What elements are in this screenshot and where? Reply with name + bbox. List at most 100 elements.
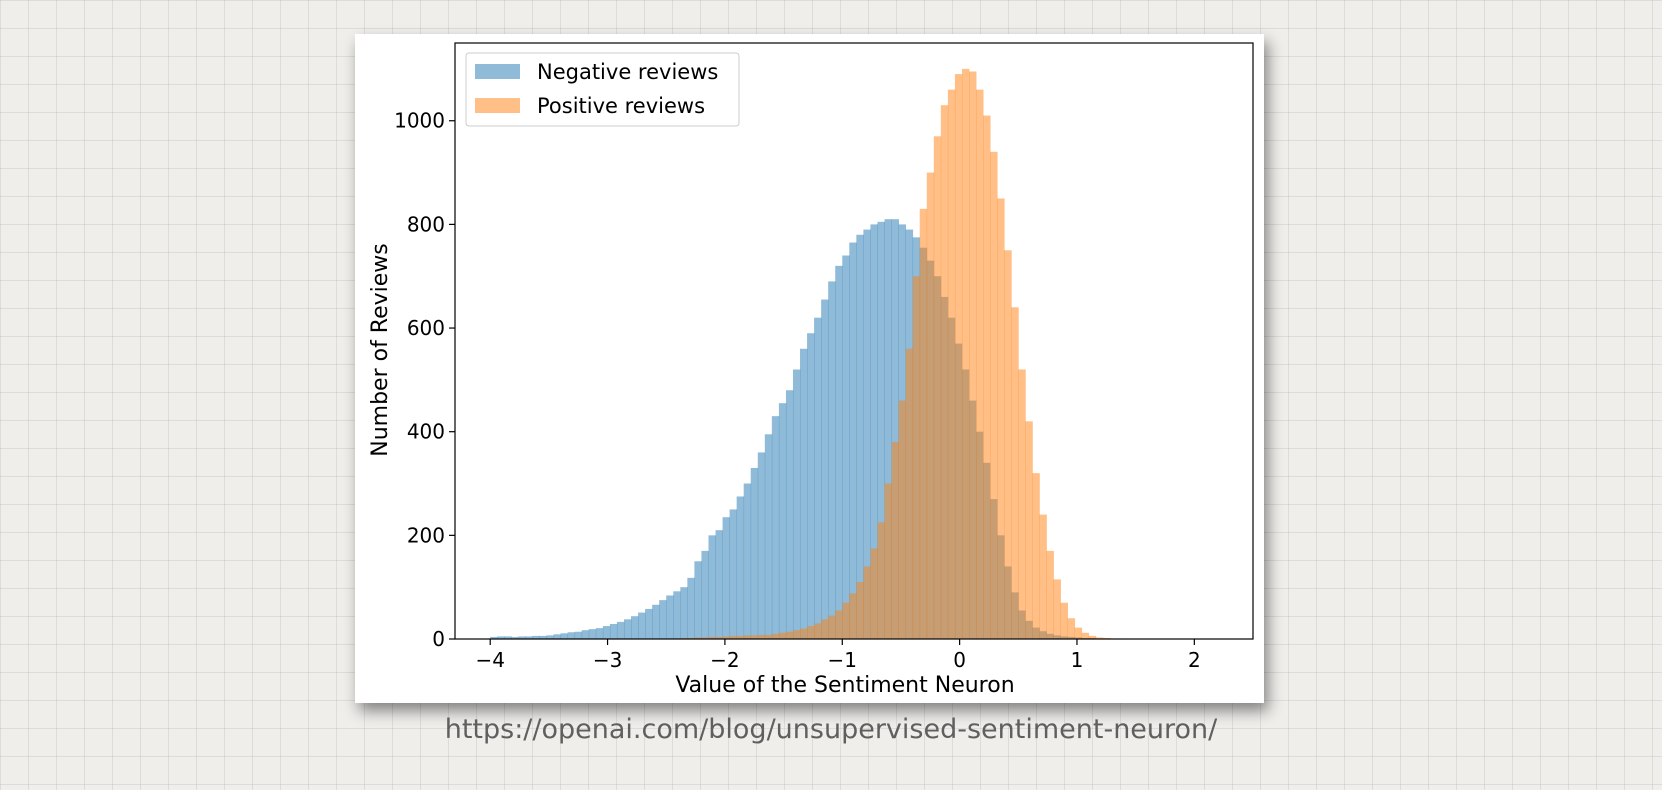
bar-positive xyxy=(701,637,709,639)
bar-negative xyxy=(567,632,576,639)
bar-positive xyxy=(990,151,998,639)
bar-negative xyxy=(638,612,646,639)
bar-positive xyxy=(814,623,822,639)
bar-positive xyxy=(1025,421,1033,639)
y-tick-label: 1000 xyxy=(394,109,445,133)
bar-negative xyxy=(891,219,899,640)
legend: Negative reviews Positive reviews xyxy=(465,52,740,127)
x-tick-label: 0 xyxy=(953,648,966,672)
bar-negative xyxy=(609,623,618,639)
bar-negative xyxy=(771,416,780,639)
bar-negative xyxy=(722,517,731,639)
bar-negative xyxy=(645,608,653,639)
bar-negative xyxy=(616,621,625,639)
bar-positive xyxy=(983,115,991,639)
bar-positive xyxy=(807,626,815,639)
legend-label-negative: Negative reviews xyxy=(537,60,718,84)
bar-positive xyxy=(722,636,731,639)
bar-positive xyxy=(947,89,956,639)
bar-positive xyxy=(1004,250,1012,639)
bar-negative xyxy=(715,530,723,639)
bar-positive xyxy=(729,635,738,639)
bar-positive xyxy=(1018,369,1026,639)
x-axis-title: Value of the Sentiment Neuron xyxy=(675,673,1014,698)
legend-box xyxy=(465,52,740,127)
x-tick-label: 2 xyxy=(1188,648,1201,672)
bar-positive xyxy=(821,619,829,639)
bar-positive xyxy=(1095,637,1104,639)
bar-negative xyxy=(701,550,709,639)
y-tick-label: 200 xyxy=(407,523,445,547)
bar-negative xyxy=(560,633,569,639)
bar-positive xyxy=(891,442,899,639)
bar-positive xyxy=(778,632,787,639)
legend-swatch-negative xyxy=(475,64,520,79)
x-tick-label: −2 xyxy=(710,648,739,672)
bar-negative xyxy=(764,434,773,639)
bar-negative xyxy=(539,635,547,639)
bar-positive xyxy=(1081,632,1090,639)
bar-negative xyxy=(532,635,540,639)
bar-positive xyxy=(708,636,716,639)
plot-frame xyxy=(454,42,1254,640)
bar-positive xyxy=(750,635,759,639)
bar-positive xyxy=(1074,627,1083,639)
bar-negative xyxy=(729,509,738,639)
bar-negative xyxy=(694,561,702,639)
bar-negative xyxy=(778,403,787,639)
bar-negative xyxy=(652,604,660,639)
bar-negative xyxy=(736,496,745,639)
bar-negative xyxy=(680,587,688,639)
y-tick-label: 0 xyxy=(432,627,445,651)
bar-positive xyxy=(969,71,977,640)
bar-negative xyxy=(842,255,850,640)
bar-negative xyxy=(828,281,836,639)
bar-positive xyxy=(905,348,914,639)
bar-negative xyxy=(511,636,519,639)
bar-negative xyxy=(504,636,512,639)
bar-positive xyxy=(736,635,745,639)
bar-negative xyxy=(673,591,681,639)
bar-negative xyxy=(602,626,611,639)
bar-negative xyxy=(595,628,604,639)
bar-positive xyxy=(1032,473,1040,639)
bar-negative xyxy=(792,369,801,639)
bar-positive xyxy=(715,636,723,639)
bar-negative xyxy=(835,265,843,639)
bar-positive xyxy=(919,208,928,639)
bar-positive xyxy=(870,548,878,639)
legend-label-positive: Positive reviews xyxy=(537,94,705,118)
bar-positive xyxy=(828,615,836,639)
bar-negative xyxy=(800,348,808,639)
bar-negative xyxy=(659,600,667,639)
histogram-chart: −4 −3 −2 −1 0 1 2 0 200 400 600 800 1000 Negative re… xyxy=(368,42,1254,698)
series-positive xyxy=(666,68,1125,640)
bar-positive xyxy=(884,483,892,639)
y-tick-label: 400 xyxy=(407,420,445,444)
bar-negative xyxy=(863,229,871,639)
y-tick-label: 800 xyxy=(407,212,445,236)
bar-negative xyxy=(870,224,878,640)
bar-positive xyxy=(785,631,794,639)
bar-negative xyxy=(785,390,794,639)
bar-positive xyxy=(912,276,921,639)
x-tick-label: 1 xyxy=(1071,648,1084,672)
x-tick-label: −4 xyxy=(475,648,504,672)
bar-positive xyxy=(961,68,970,640)
bar-negative xyxy=(743,483,752,639)
bar-positive xyxy=(1039,514,1047,639)
bar-negative xyxy=(546,635,554,639)
bar-positive xyxy=(1060,602,1068,639)
bar-positive xyxy=(800,628,808,639)
bar-positive xyxy=(1053,579,1061,639)
bar-negative xyxy=(750,467,759,639)
bar-negative xyxy=(518,636,526,639)
bar-negative xyxy=(687,577,695,639)
bar-positive xyxy=(842,602,850,639)
bar-negative xyxy=(884,219,892,640)
bar-positive xyxy=(997,198,1005,639)
x-tick-label: −3 xyxy=(593,648,622,672)
bar-positive xyxy=(976,89,984,639)
bar-negative xyxy=(666,595,674,639)
bar-positive xyxy=(926,172,935,639)
